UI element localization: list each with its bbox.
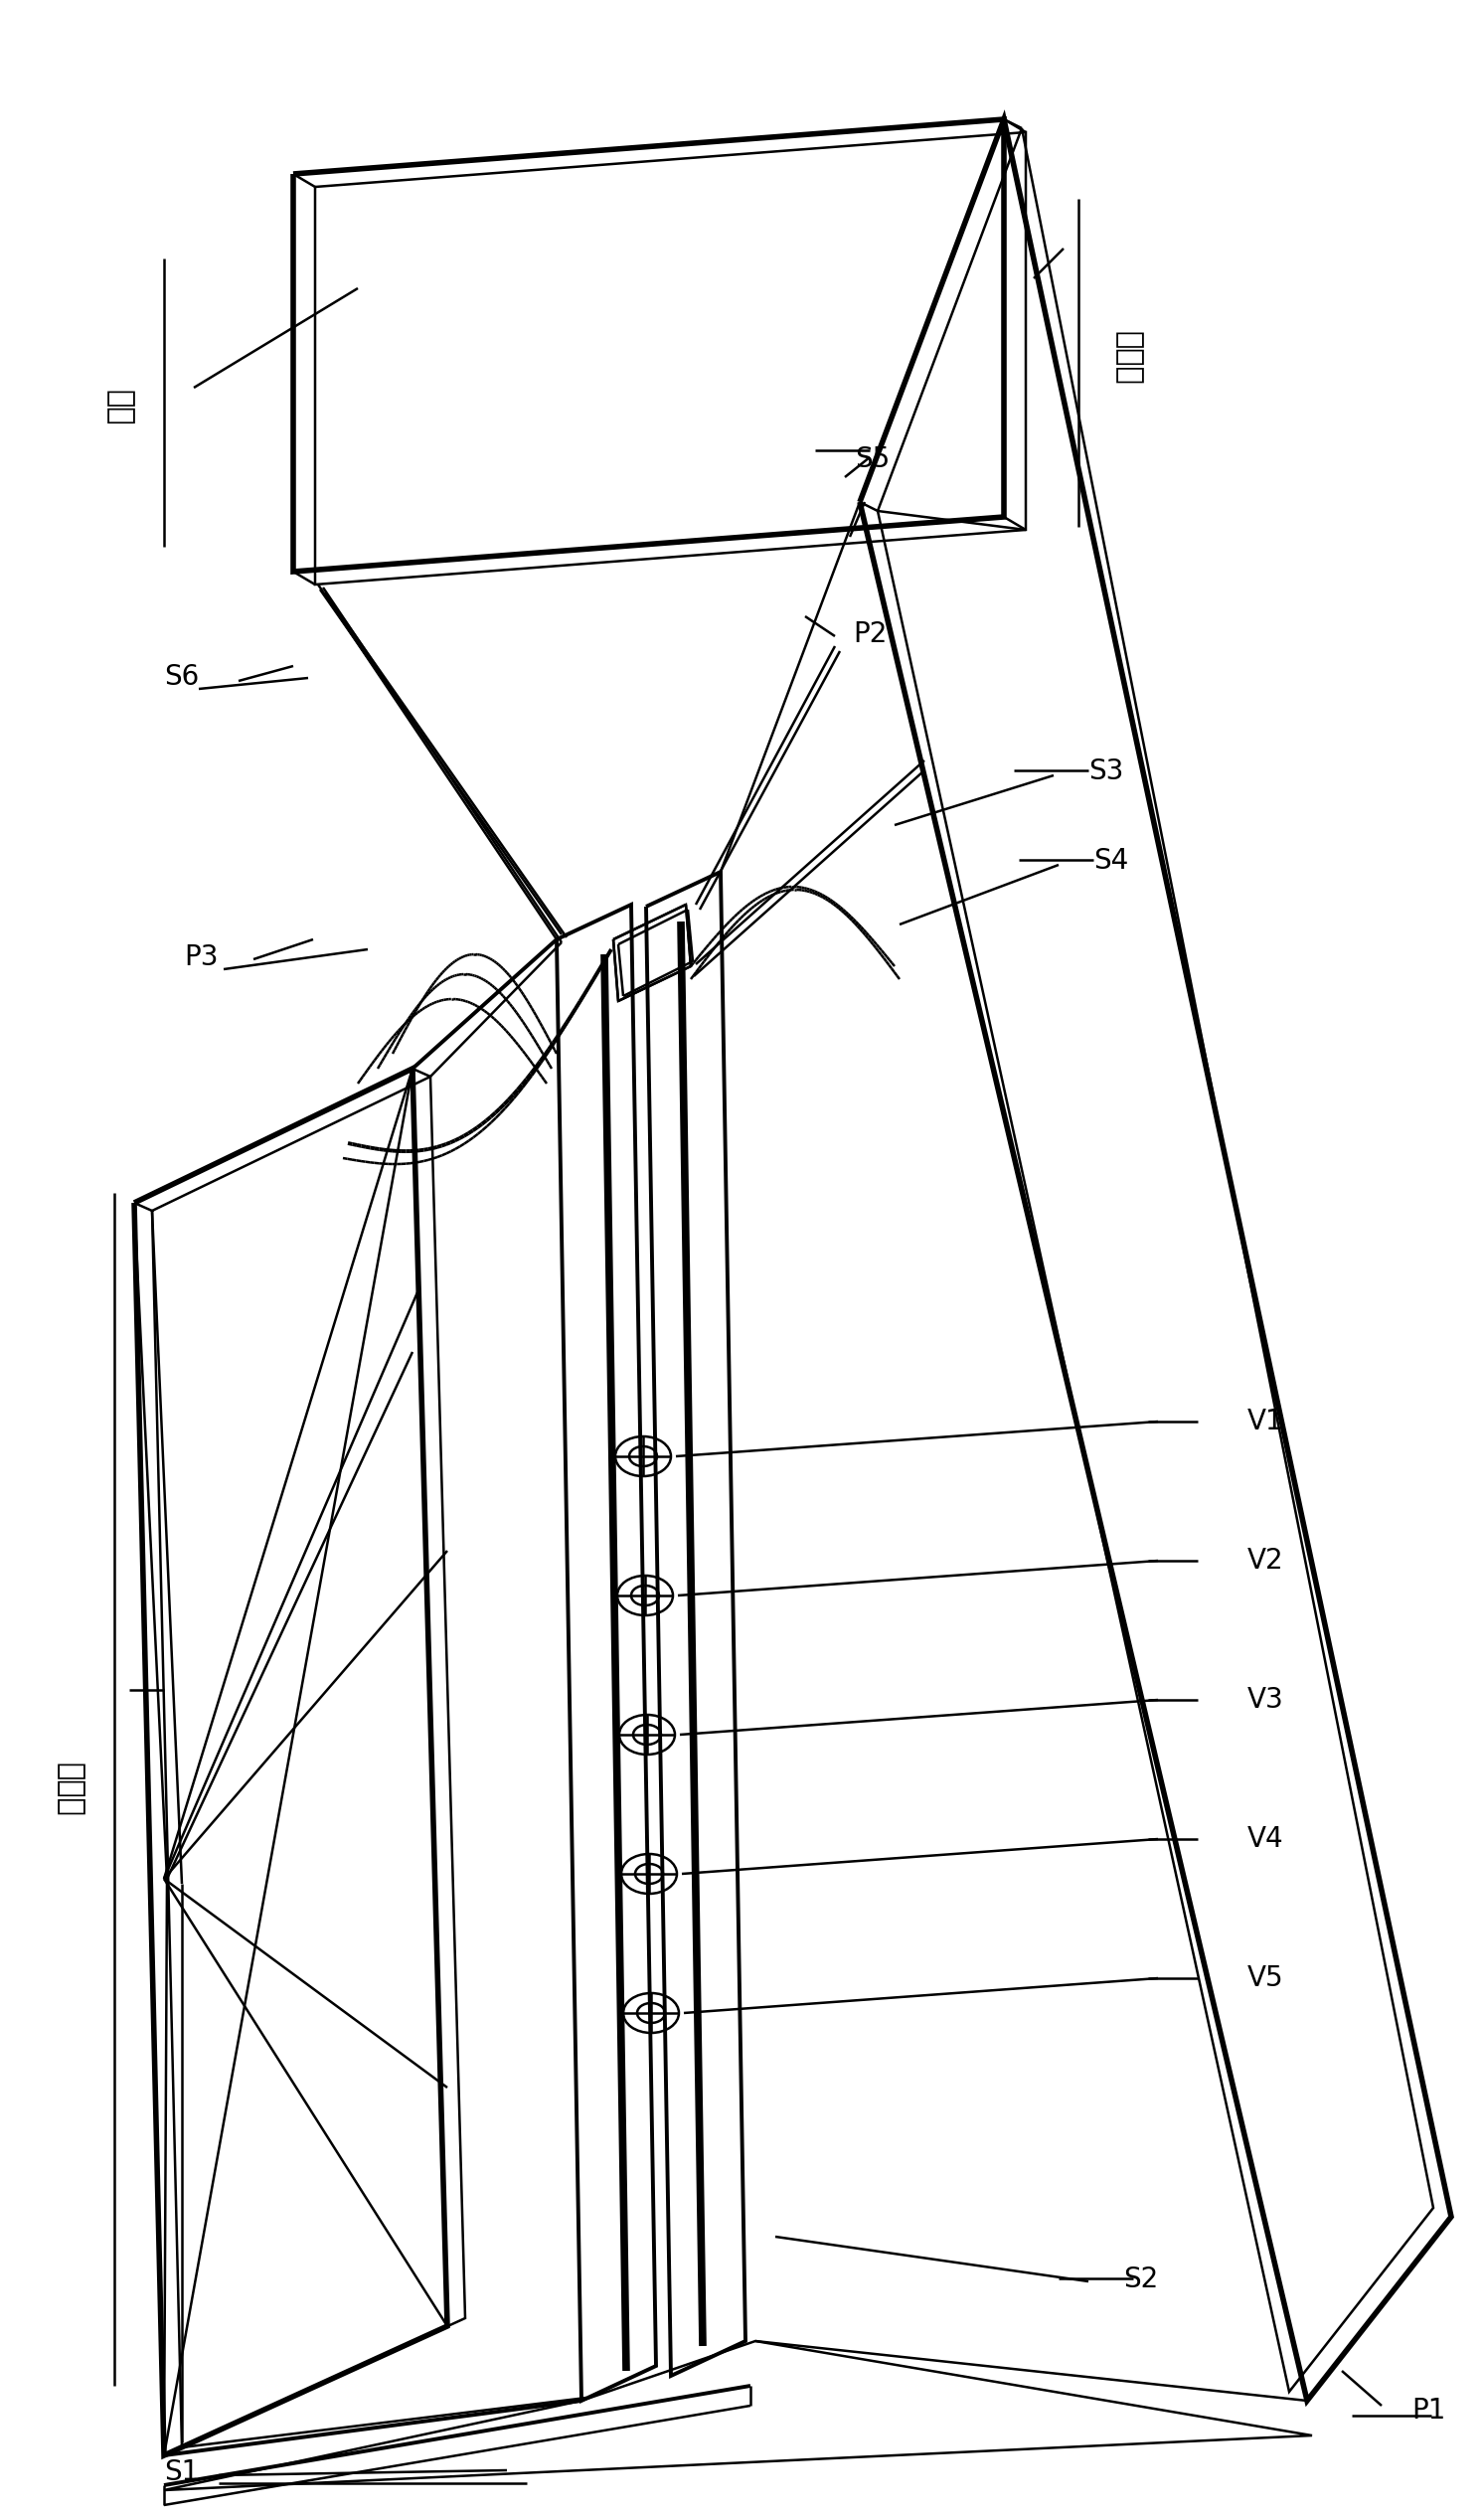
Text: 接地板: 接地板	[55, 1762, 85, 1817]
Text: V1: V1	[1248, 1407, 1284, 1435]
Text: V4: V4	[1248, 1825, 1284, 1853]
Text: V2: V2	[1248, 1548, 1284, 1576]
Text: S6: S6	[163, 662, 199, 690]
Text: S2: S2	[1123, 2265, 1158, 2293]
Text: V3: V3	[1248, 1686, 1284, 1714]
Text: S1: S1	[163, 2459, 199, 2487]
Text: 介质: 介质	[105, 390, 134, 425]
Text: P2: P2	[853, 619, 887, 649]
Text: P1: P1	[1411, 2396, 1445, 2424]
Text: S3: S3	[1088, 758, 1123, 785]
Text: 接地板: 接地板	[1114, 330, 1143, 385]
Text: S4: S4	[1094, 846, 1128, 876]
Text: S5: S5	[855, 446, 890, 473]
Text: P3: P3	[184, 944, 218, 972]
Text: V5: V5	[1248, 1963, 1284, 1991]
